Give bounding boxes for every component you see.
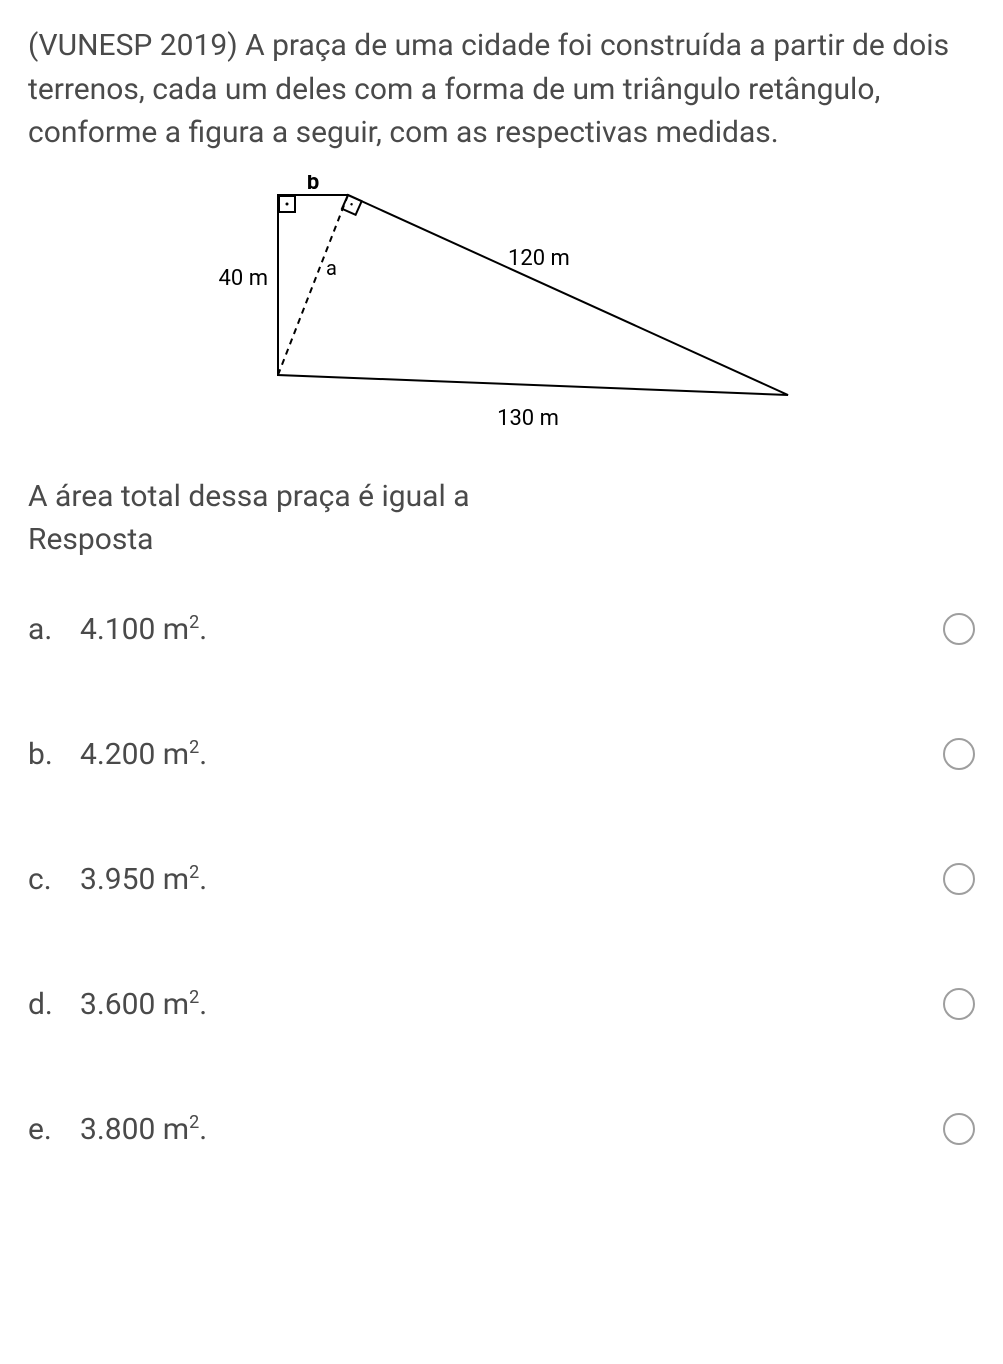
label-left: 40 m (219, 266, 268, 291)
option-value: 3.950 m2. (80, 862, 207, 897)
option-exponent: 2 (189, 737, 199, 758)
label-b: b (307, 175, 319, 195)
radio-d[interactable] (943, 988, 975, 1020)
option-value: 3.600 m2. (80, 987, 207, 1022)
option-value-text: 3.600 m (80, 987, 189, 1022)
option-suffix: . (199, 987, 207, 1022)
option-value-text: 3.950 m (80, 862, 189, 897)
option-letter: d. (28, 987, 56, 1022)
option-e[interactable]: e. 3.800 m2. (28, 1112, 975, 1147)
option-value-text: 4.100 m (80, 612, 189, 647)
prompt-line-2: Resposta (28, 522, 153, 557)
geometry-figure: b 40 m a 120 m 130 m (148, 175, 828, 435)
option-letter: c. (28, 862, 56, 897)
radio-e[interactable] (943, 1113, 975, 1145)
option-exponent: 2 (189, 1112, 199, 1133)
option-exponent: 2 (189, 987, 199, 1008)
option-value: 3.800 m2. (80, 1112, 207, 1147)
radio-a[interactable] (943, 613, 975, 645)
option-c[interactable]: c. 3.950 m2. (28, 862, 975, 897)
question-prompt: A área total dessa praça é igual a Respo… (28, 475, 975, 562)
prompt-line-1: A área total dessa praça é igual a (28, 479, 470, 514)
option-letter: e. (28, 1112, 56, 1147)
option-a[interactable]: a. 4.100 m2. (28, 612, 975, 647)
option-d[interactable]: d. 3.600 m2. (28, 987, 975, 1022)
option-value: 4.100 m2. (80, 612, 207, 647)
option-suffix: . (199, 612, 207, 647)
option-b[interactable]: b. 4.200 m2. (28, 737, 975, 772)
question-stem: (VUNESP 2019) A praça de uma cidade foi … (28, 24, 975, 155)
option-letter: b. (28, 737, 56, 772)
option-exponent: 2 (189, 862, 199, 883)
radio-c[interactable] (943, 863, 975, 895)
figure-container: b 40 m a 120 m 130 m (28, 175, 975, 435)
option-letter: a. (28, 612, 56, 647)
option-value: 4.200 m2. (80, 737, 207, 772)
option-value-text: 4.200 m (80, 737, 189, 772)
label-hypotenuse: 120 m (508, 246, 570, 271)
option-suffix: . (199, 862, 207, 897)
options-list: a. 4.100 m2. b. 4.200 m2. c. 3.950 m2. d… (28, 612, 975, 1147)
label-base: 130 m (497, 406, 559, 431)
radio-b[interactable] (943, 738, 975, 770)
option-value-text: 3.800 m (80, 1112, 189, 1147)
label-a: a (326, 256, 337, 280)
option-exponent: 2 (189, 612, 199, 633)
option-suffix: . (199, 1112, 207, 1147)
option-suffix: . (199, 737, 207, 772)
